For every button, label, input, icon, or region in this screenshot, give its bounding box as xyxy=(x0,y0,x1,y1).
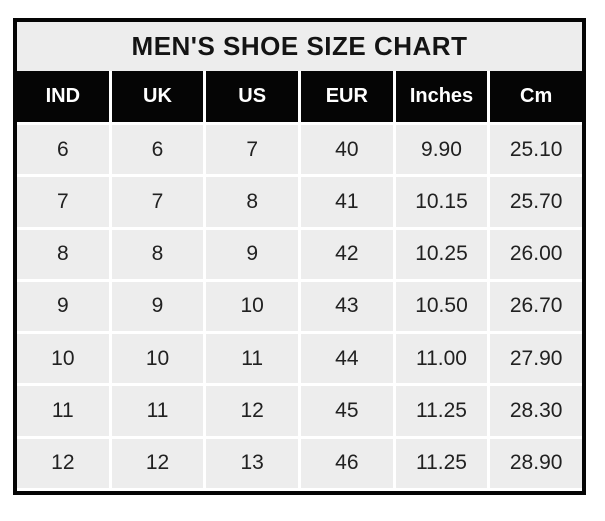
table-cell: 6 xyxy=(111,125,204,175)
chart-title: MEN'S SHOE SIZE CHART xyxy=(17,22,582,71)
table-cell: 46 xyxy=(300,438,393,488)
size-grid: IND UK US EUR Inches Cm 6 6 7 40 9.90 25… xyxy=(17,71,582,491)
table-cell: 10 xyxy=(17,334,109,384)
table-cell: 26.70 xyxy=(490,281,582,332)
table-cell: 26.00 xyxy=(490,229,582,279)
table-cell: 13 xyxy=(206,438,298,488)
table-cell: 25.70 xyxy=(490,177,582,227)
column-header-ind: IND xyxy=(17,71,109,122)
table-cell: 8 xyxy=(17,229,109,279)
shoe-size-chart-table: MEN'S SHOE SIZE CHART IND UK US EUR Inch… xyxy=(13,18,586,495)
table-cell: 10.25 xyxy=(395,229,488,279)
column-header-us: US xyxy=(206,71,298,122)
table-cell: 7 xyxy=(17,177,109,227)
table-cell: 45 xyxy=(300,386,393,436)
table-cell: 11.00 xyxy=(395,334,488,384)
column-header-cm: Cm xyxy=(490,71,582,122)
table-cell: 40 xyxy=(300,125,393,175)
table-cell: 10.50 xyxy=(395,281,488,332)
table-cell: 11.25 xyxy=(395,438,488,488)
table-cell: 28.90 xyxy=(490,438,582,488)
table-cell: 9 xyxy=(17,281,109,332)
table-cell: 43 xyxy=(300,281,393,332)
column-header-uk: UK xyxy=(111,71,204,122)
table-cell: 9 xyxy=(206,229,298,279)
table-cell: 11 xyxy=(111,386,204,436)
table-cell: 8 xyxy=(206,177,298,227)
table-cell: 27.90 xyxy=(490,334,582,384)
table-cell: 8 xyxy=(111,229,204,279)
table-cell: 42 xyxy=(300,229,393,279)
table-cell: 11.25 xyxy=(395,386,488,436)
table-cell: 12 xyxy=(17,438,109,488)
table-cell: 12 xyxy=(206,386,298,436)
column-header-eur: EUR xyxy=(300,71,393,122)
table-cell: 10 xyxy=(111,334,204,384)
table-cell: 7 xyxy=(206,125,298,175)
table-cell: 12 xyxy=(111,438,204,488)
table-cell: 44 xyxy=(300,334,393,384)
table-cell: 41 xyxy=(300,177,393,227)
table-cell: 10 xyxy=(206,281,298,332)
table-cell: 10.15 xyxy=(395,177,488,227)
table-cell: 28.30 xyxy=(490,386,582,436)
table-cell: 11 xyxy=(206,334,298,384)
table-cell: 7 xyxy=(111,177,204,227)
table-cell: 6 xyxy=(17,125,109,175)
table-cell: 25.10 xyxy=(490,125,582,175)
table-cell: 9 xyxy=(111,281,204,332)
table-cell: 9.90 xyxy=(395,125,488,175)
column-header-inches: Inches xyxy=(395,71,488,122)
table-cell: 11 xyxy=(17,386,109,436)
